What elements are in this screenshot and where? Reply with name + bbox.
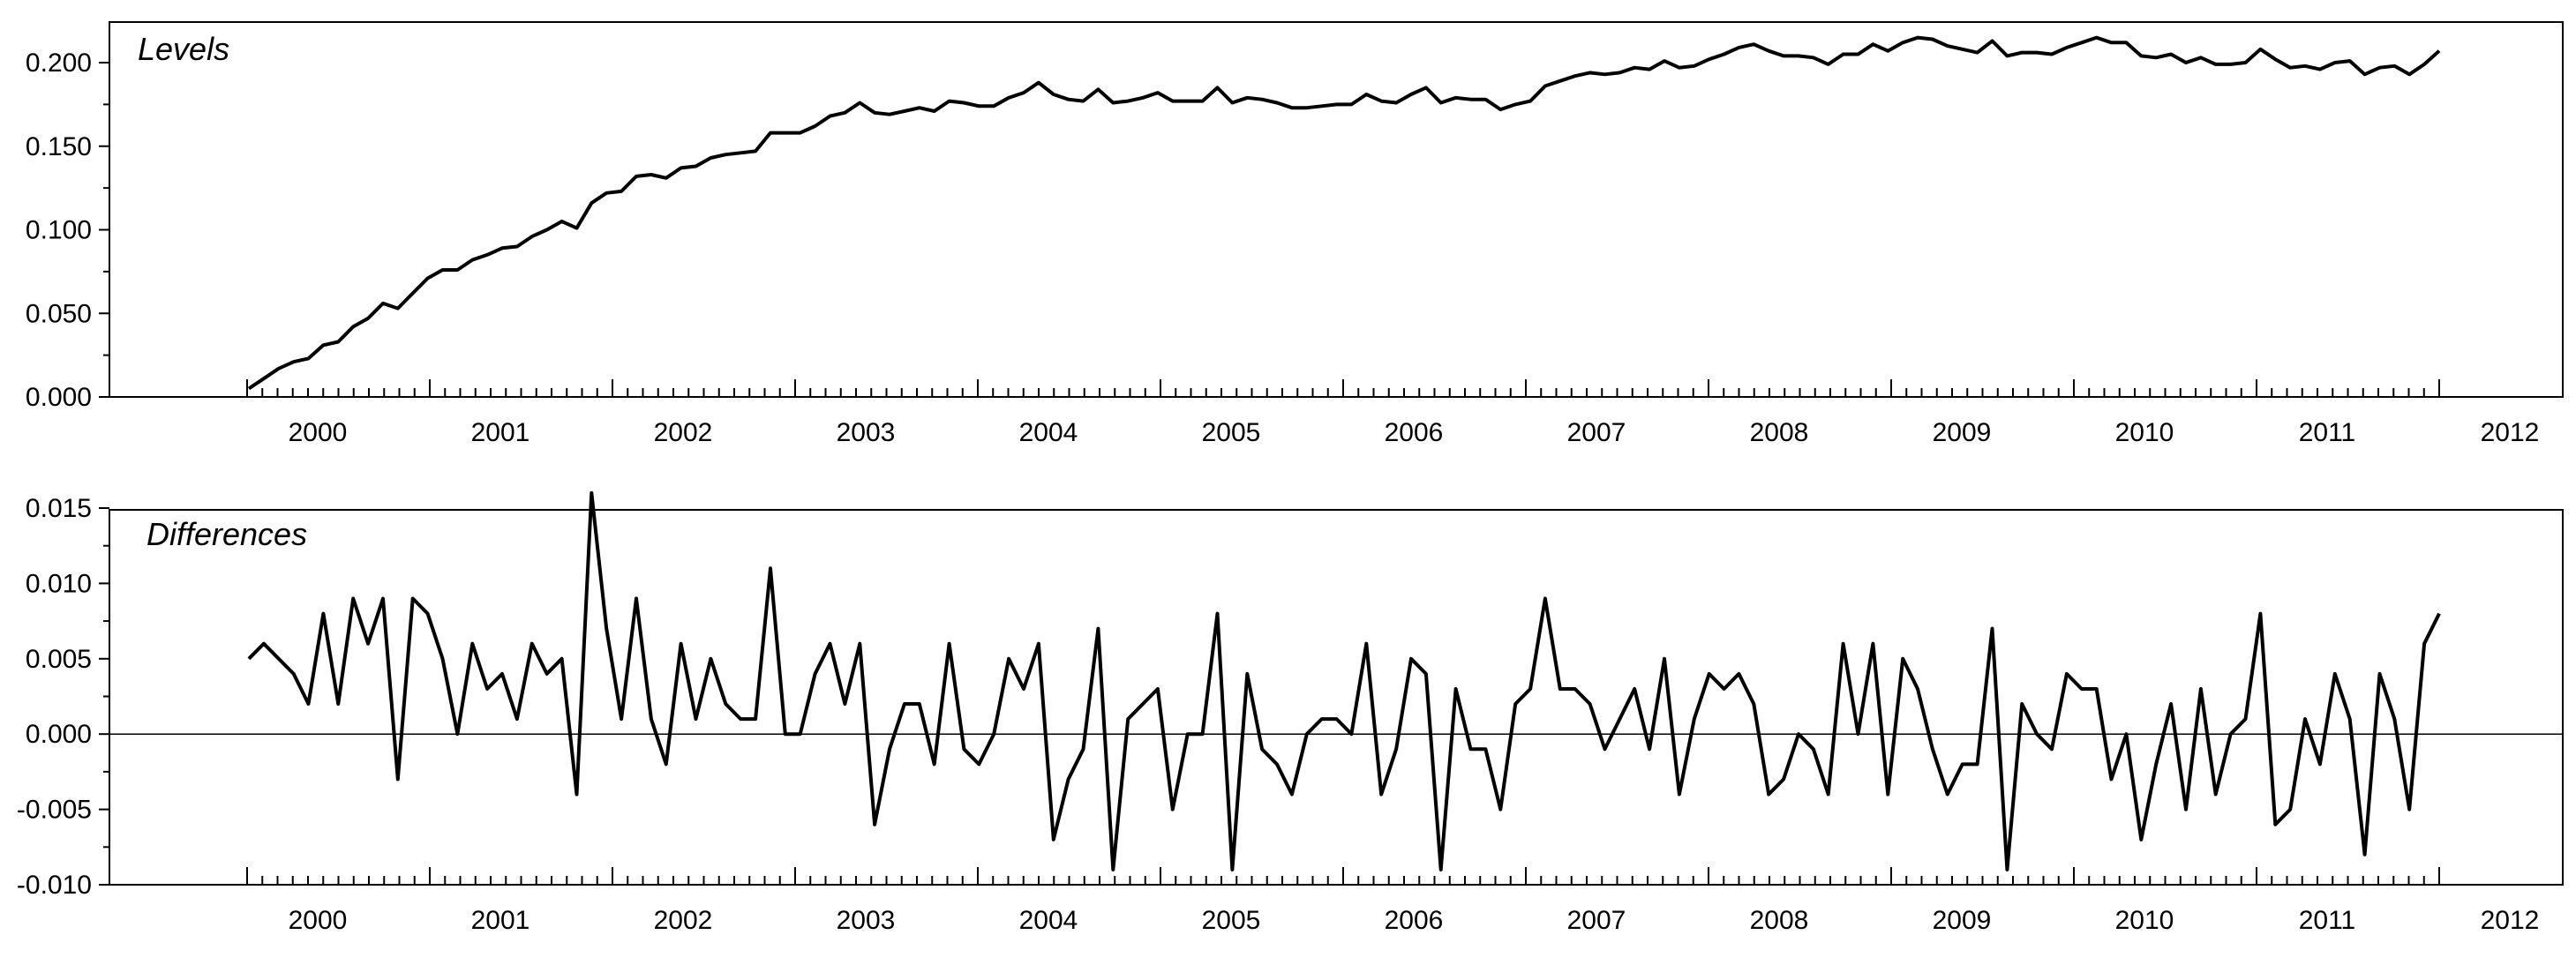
y-tick-label: 0.015 xyxy=(26,494,92,523)
levels-y-axis: 0.000 0.050 0.100 0.150 0.200 xyxy=(26,49,109,412)
y-tick-label: -0.005 xyxy=(17,796,92,825)
x-tick-label: 2009 xyxy=(1933,906,1992,935)
x-tick-label: 2011 xyxy=(2299,906,2356,935)
y-tick-label: 0.050 xyxy=(26,299,92,328)
differences-y-axis: -0.010 -0.005 0.000 0.005 0.010 0.015 xyxy=(17,494,109,900)
y-tick-label: 0.000 xyxy=(26,383,92,412)
y-tick-label: -0.010 xyxy=(17,871,92,900)
x-tick-label: 2005 xyxy=(1202,418,1261,447)
differences-plot-frame xyxy=(109,509,2564,886)
levels-x-axis: 2000 2001 2002 2003 2004 2005 2006 2007 2008 2009… xyxy=(246,379,2540,447)
differences-panel-title: Differences xyxy=(146,516,307,552)
x-tick-label: 2008 xyxy=(1750,418,1809,447)
x-tick-label: 2007 xyxy=(1567,418,1626,447)
x-tick-label: 2012 xyxy=(2481,418,2540,447)
y-tick-label: 0.150 xyxy=(26,132,92,161)
levels-plot-frame xyxy=(109,21,2564,398)
differences-x-axis: 2000 2001 2002 2003 2004 2005 2006 2007 2008 2009… xyxy=(246,867,2540,935)
differences-series-line xyxy=(247,490,2441,871)
y-tick-label: 0.000 xyxy=(26,720,92,749)
levels-panel-title: Levels xyxy=(138,31,229,67)
x-tick-label: 2002 xyxy=(654,418,713,447)
x-tick-label: 2001 xyxy=(471,418,530,447)
y-tick-label: 0.100 xyxy=(26,216,92,245)
x-tick-label: 2011 xyxy=(2299,418,2356,447)
differences-panel: Differences -0.010 -0.005 0.000 0.005 0.010 0… xyxy=(17,490,2564,935)
x-tick-label: 2000 xyxy=(289,906,348,935)
levels-series-line xyxy=(247,35,2441,391)
x-tick-label: 2004 xyxy=(1019,418,1078,447)
x-tick-label: 2000 xyxy=(289,418,348,447)
y-tick-label: 0.005 xyxy=(26,645,92,674)
y-tick-label: 0.200 xyxy=(26,49,92,78)
y-tick-label: 0.010 xyxy=(26,569,92,598)
x-tick-label: 2012 xyxy=(2481,906,2540,935)
x-tick-label: 2010 xyxy=(2115,906,2174,935)
x-tick-label: 2008 xyxy=(1750,906,1809,935)
x-tick-label: 2003 xyxy=(837,906,896,935)
x-tick-label: 2009 xyxy=(1933,418,1992,447)
x-tick-label: 2006 xyxy=(1385,418,1444,447)
x-tick-label: 2002 xyxy=(654,906,713,935)
x-tick-label: 2003 xyxy=(837,418,896,447)
x-tick-label: 2005 xyxy=(1202,906,1261,935)
x-tick-label: 2006 xyxy=(1385,906,1444,935)
x-tick-label: 2004 xyxy=(1019,906,1078,935)
x-tick-label: 2007 xyxy=(1567,906,1626,935)
x-tick-label: 2010 xyxy=(2115,418,2174,447)
x-tick-label: 2001 xyxy=(471,906,530,935)
